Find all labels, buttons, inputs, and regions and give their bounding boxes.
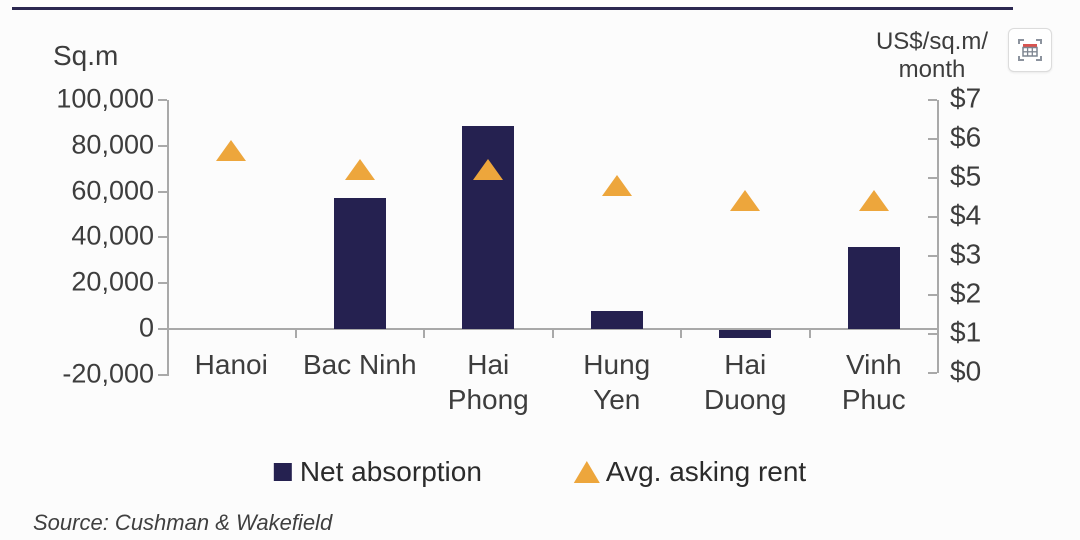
right-tick-label: $7 [950,82,982,114]
right-tick-label: $0 [950,355,982,387]
category-label-line: Yen [593,384,641,415]
left-tick-label: 80,000 [71,129,154,160]
x-axis-tick [680,329,682,338]
right-axis-tick [928,137,937,140]
legend-net-absorption-label: Net absorption [299,456,482,487]
source-note: Source: Cushman & Wakefield [33,510,333,535]
right-tick-label: $6 [950,121,982,153]
right-axis-tick [928,176,937,179]
left-tick-label: 20,000 [71,266,154,297]
category-label: Bac Ninh [303,347,417,382]
category-label-line: Hai [724,349,767,380]
top-rule [12,7,1013,10]
right-axis-tick [928,215,937,218]
category-label-line: Hung [583,349,651,380]
avg-asking-rent-marker-point [344,159,375,181]
legend-item-net-absorption: Net absorption [273,456,482,488]
avg-asking-rent-marker-point [858,190,889,212]
right-tick-label: $5 [950,160,982,192]
right-axis-title: US$/sq.m/ month [876,28,988,84]
left-tick-label: 60,000 [71,174,154,205]
avg-asking-rent-marker [573,461,600,483]
legend-item-avg-asking-rent: Avg. asking rent [573,456,807,488]
category-label-line: Vinh [845,349,902,380]
legend: Net absorption Avg. asking rent [273,456,807,488]
left-axis-tick [158,190,167,193]
left-tick-label: 100,000 [56,83,154,114]
category-label: Hai Phong [448,347,529,417]
x-axis-tick [808,329,811,338]
category-label: Vinh Phuc [842,347,906,417]
left-axis-tick [158,236,167,239]
left-tick-label: -20,000 [62,358,154,389]
right-axis-tick [928,332,937,335]
right-axis-line [937,100,939,373]
right-axis-title-line2: month [898,56,966,83]
left-axis-tick [158,373,167,376]
category-label-line: Phuc [841,384,906,415]
left-axis-tick [158,99,167,101]
category-label-line: Phong [447,384,529,415]
category-label-line: Hanoi [194,349,268,380]
right-axis-tick [928,254,937,257]
net-absorption-bar [847,246,900,329]
left-axis-line [167,100,169,376]
avg-asking-rent-marker-point [473,159,504,181]
net-absorption-bar [719,330,772,338]
legend-avg-asking-rent-label: Avg. asking rent [605,456,807,487]
avg-asking-rent-marker-point [730,190,761,212]
right-tick-label: $4 [950,199,982,231]
right-tick-label: $2 [950,277,982,309]
left-tick-label: 40,000 [71,220,154,251]
category-label-line: Hai [467,349,510,380]
left-axis-title: Sq.m [53,40,119,71]
table-capture-icon [1018,39,1042,61]
capture-table-button[interactable] [1008,28,1052,72]
avg-asking-rent-marker-point [216,139,247,161]
x-axis-tick [423,329,425,338]
left-axis-tick [158,328,167,330]
category-label: Hai Duong [704,347,787,417]
left-axis-tick [158,144,167,147]
category-label-line: Bac Ninh [302,349,417,380]
left-axis-tick [158,282,167,285]
left-tick-label: 0 [138,312,154,343]
net-absorption-marker [273,463,292,481]
category-label: Hanoi [195,347,268,382]
right-tick-label: $3 [950,238,982,270]
net-absorption-bar [590,310,643,329]
right-tick-label: $1 [950,316,982,348]
right-axis-tick [928,371,937,374]
category-label: Hung Yen [583,347,650,417]
right-axis-tick [928,99,937,101]
x-axis-tick [551,329,554,338]
right-axis-tick [928,293,937,296]
category-label-line: Duong [703,384,787,415]
net-absorption-bar [333,198,386,329]
avg-asking-rent-marker-point [601,174,632,196]
right-axis-title-line1: US$/sq.m/ [875,28,988,55]
net-absorption-bar [462,126,515,329]
x-axis-tick [294,329,297,338]
